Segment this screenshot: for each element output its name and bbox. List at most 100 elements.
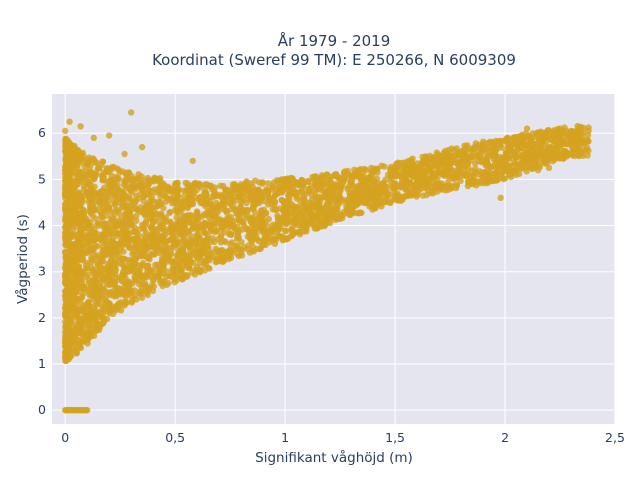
data-point bbox=[157, 193, 164, 201]
data-point bbox=[87, 302, 94, 310]
data-point bbox=[426, 160, 434, 168]
data-point bbox=[415, 187, 422, 194]
data-point bbox=[218, 218, 225, 225]
data-point bbox=[74, 275, 82, 282]
data-point bbox=[325, 217, 332, 225]
data-point bbox=[198, 213, 205, 220]
x-tick-label: 2,5 bbox=[605, 430, 625, 445]
data-point bbox=[112, 270, 119, 278]
outlier-point bbox=[66, 118, 73, 125]
data-point bbox=[528, 153, 536, 161]
data-point bbox=[529, 140, 536, 148]
outlier-point bbox=[512, 171, 520, 178]
data-point bbox=[227, 192, 235, 199]
data-point bbox=[80, 153, 87, 160]
outlier-point bbox=[486, 169, 493, 176]
data-point bbox=[100, 252, 107, 259]
data-point bbox=[468, 156, 475, 164]
data-point bbox=[336, 186, 344, 193]
data-point bbox=[85, 154, 93, 161]
data-point bbox=[193, 215, 200, 222]
y-tick-label: 2 bbox=[38, 310, 46, 325]
data-point bbox=[146, 267, 154, 274]
data-point bbox=[324, 171, 331, 178]
data-point bbox=[184, 241, 192, 249]
data-point bbox=[517, 159, 525, 166]
data-point bbox=[67, 188, 75, 195]
data-point bbox=[218, 223, 225, 230]
data-point bbox=[219, 254, 226, 262]
data-point bbox=[180, 187, 188, 195]
data-point bbox=[128, 266, 135, 273]
data-point bbox=[315, 213, 322, 220]
data-point bbox=[336, 210, 343, 218]
data-point bbox=[237, 209, 245, 216]
data-point bbox=[206, 214, 213, 222]
data-point bbox=[150, 283, 158, 290]
data-point bbox=[227, 240, 234, 248]
data-point bbox=[234, 223, 241, 231]
outlier-point bbox=[497, 194, 504, 202]
data-point bbox=[445, 178, 452, 186]
data-point bbox=[400, 171, 408, 179]
data-point bbox=[120, 190, 127, 197]
x-axis-ticks: 0 0,5 1 1,5 2 2,5 bbox=[61, 430, 625, 445]
data-point bbox=[198, 194, 205, 201]
data-point bbox=[499, 160, 506, 168]
data-point bbox=[138, 246, 145, 253]
chart-title-line1: År 1979 - 2019 bbox=[278, 31, 391, 50]
data-point bbox=[504, 168, 512, 175]
outlier-point bbox=[121, 150, 128, 158]
data-point bbox=[552, 152, 559, 160]
data-point bbox=[84, 240, 92, 247]
data-point bbox=[240, 182, 247, 189]
data-point bbox=[118, 233, 126, 240]
data-point bbox=[86, 290, 94, 297]
data-point bbox=[244, 207, 252, 214]
data-point bbox=[476, 144, 484, 152]
data-point bbox=[112, 255, 120, 262]
data-point bbox=[113, 175, 120, 182]
data-point bbox=[184, 204, 191, 211]
data-point bbox=[101, 273, 108, 280]
data-point bbox=[63, 305, 70, 312]
y-axis-ticks: 0 1 2 3 4 5 6 bbox=[38, 125, 46, 417]
data-point bbox=[208, 202, 216, 210]
data-point bbox=[278, 196, 285, 204]
data-point bbox=[176, 242, 183, 250]
data-point bbox=[65, 327, 72, 334]
data-point bbox=[114, 207, 121, 214]
data-point bbox=[215, 192, 222, 199]
data-point bbox=[158, 179, 165, 186]
data-point bbox=[513, 148, 520, 155]
data-point bbox=[162, 198, 169, 205]
data-point bbox=[120, 255, 127, 263]
data-point bbox=[264, 180, 272, 187]
data-point bbox=[267, 195, 274, 202]
data-point bbox=[111, 249, 118, 256]
data-point bbox=[427, 176, 435, 183]
data-point bbox=[79, 257, 87, 264]
data-point bbox=[391, 181, 398, 188]
data-point bbox=[177, 230, 184, 238]
data-point bbox=[520, 134, 527, 141]
data-point bbox=[384, 171, 392, 178]
data-point bbox=[355, 209, 362, 216]
x-tick-label: 0,5 bbox=[165, 430, 185, 445]
data-point bbox=[196, 259, 203, 267]
data-point bbox=[373, 191, 380, 198]
x-tick-label: 1,5 bbox=[385, 430, 405, 445]
data-point bbox=[392, 166, 399, 174]
data-point bbox=[185, 260, 193, 267]
data-point bbox=[483, 159, 491, 166]
data-point bbox=[80, 283, 87, 290]
data-point bbox=[66, 168, 74, 175]
data-point bbox=[260, 193, 267, 200]
data-point bbox=[187, 212, 195, 219]
data-point bbox=[174, 187, 182, 194]
data-point bbox=[87, 307, 95, 315]
data-point bbox=[156, 276, 164, 284]
data-point bbox=[353, 202, 360, 209]
data-point bbox=[584, 152, 591, 159]
